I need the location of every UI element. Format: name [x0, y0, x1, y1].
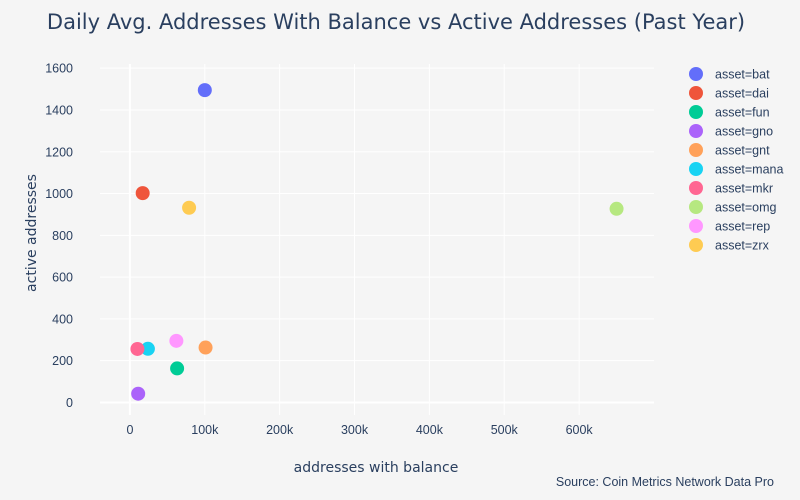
y-tick-label: 200 — [52, 354, 73, 368]
legend-item-omg[interactable]: asset=omg — [689, 200, 777, 215]
legend-item-fun[interactable]: asset=fun — [689, 105, 770, 120]
y-tick-label: 0 — [66, 396, 73, 410]
legend-item-dai[interactable]: asset=dai — [689, 86, 769, 101]
legend-item-zrx[interactable]: asset=zrx — [689, 238, 770, 253]
y-axis-title: active addresses — [24, 174, 40, 292]
data-point-bat[interactable] — [197, 83, 212, 98]
legend-item-bat[interactable]: asset=bat — [689, 67, 770, 82]
data-point-rep[interactable] — [169, 333, 184, 348]
data-points — [130, 83, 624, 401]
gridlines — [100, 64, 654, 415]
x-tick-label: 0 — [126, 423, 133, 437]
axes: 0 100k 200k 300k 400k 500k 600k 0 200 400 600 800 10… — [45, 62, 654, 437]
legend-marker — [689, 200, 703, 214]
y-tick-label: 1200 — [45, 145, 73, 159]
legend-label: asset=gno — [715, 125, 773, 139]
legend-label: asset=mana — [715, 163, 783, 177]
y-tick-label: 800 — [52, 229, 73, 243]
legend-marker — [689, 238, 703, 252]
x-axis-title: addresses with balance — [294, 460, 459, 476]
legend-marker — [689, 181, 703, 195]
y-tick-label: 600 — [52, 271, 73, 285]
x-tick-label: 400k — [416, 423, 444, 437]
x-tick-label: 200k — [266, 423, 294, 437]
data-point-mana[interactable] — [140, 341, 155, 356]
data-point-zrx[interactable] — [182, 200, 197, 215]
legend-label: asset=gnt — [715, 144, 770, 158]
data-point-omg[interactable] — [609, 201, 624, 216]
chart-title: Daily Avg. Addresses With Balance vs Act… — [47, 10, 745, 34]
legend-label: asset=omg — [715, 201, 777, 215]
legend-marker — [689, 105, 703, 119]
legend-item-mkr[interactable]: asset=mkr — [689, 181, 773, 196]
x-tick-label: 100k — [191, 423, 219, 437]
legend-marker — [689, 143, 703, 157]
y-tick-label: 1400 — [45, 103, 73, 117]
data-point-dai[interactable] — [135, 186, 150, 201]
y-tick-label: 400 — [52, 312, 73, 326]
x-tick-label: 500k — [491, 423, 519, 437]
legend-label: asset=rep — [715, 220, 770, 234]
legend-label: asset=fun — [715, 106, 770, 120]
y-tick-label: 1600 — [45, 62, 73, 76]
legend-marker — [689, 162, 703, 176]
legend-label: asset=bat — [715, 68, 770, 82]
legend-marker — [689, 86, 703, 100]
y-tick-label: 1000 — [45, 187, 73, 201]
data-point-fun[interactable] — [170, 361, 185, 376]
legend-item-gnt[interactable]: asset=gnt — [689, 143, 770, 158]
legend-marker — [689, 67, 703, 81]
legend-item-mana[interactable]: asset=mana — [689, 162, 783, 177]
legend-marker — [689, 219, 703, 233]
data-point-gno[interactable] — [131, 386, 146, 401]
source-note: Source: Coin Metrics Network Data Pro — [556, 475, 774, 489]
legend-item-gno[interactable]: asset=gno — [689, 124, 773, 139]
data-point-mkr[interactable] — [130, 341, 145, 356]
x-tick-label: 600k — [566, 423, 594, 437]
legend-label: asset=zrx — [715, 239, 770, 253]
legend: asset=bat asset=dai asset=fun asset=gno asse… — [689, 67, 783, 253]
legend-label: asset=mkr — [715, 182, 773, 196]
legend-marker — [689, 124, 703, 138]
legend-label: asset=dai — [715, 87, 769, 101]
data-point-gnt[interactable] — [198, 340, 213, 355]
x-tick-label: 300k — [341, 423, 369, 437]
legend-item-rep[interactable]: asset=rep — [689, 219, 770, 234]
